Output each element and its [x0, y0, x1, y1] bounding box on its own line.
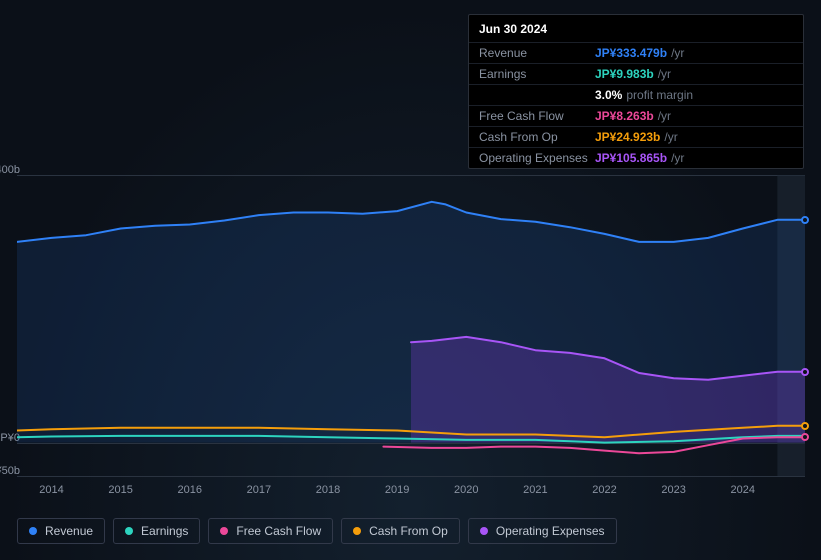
x-axis-label: 2020	[454, 484, 478, 496]
legend-item-earnings[interactable]: Earnings	[113, 518, 200, 544]
series-end-marker	[801, 422, 809, 430]
series-end-marker	[801, 433, 809, 441]
tooltip-row-unit: /yr	[664, 130, 677, 144]
tooltip-row-unit: profit margin	[626, 88, 693, 102]
legend-dot	[220, 527, 228, 535]
legend: Revenue Earnings Free Cash Flow Cash From O…	[17, 518, 617, 544]
legend-label: Free Cash Flow	[236, 524, 321, 538]
x-axis-label: 2022	[592, 484, 616, 496]
x-axis-label: 2021	[523, 484, 547, 496]
legend-item-fcf[interactable]: Free Cash Flow	[208, 518, 333, 544]
x-axis-label: 2017	[247, 484, 271, 496]
tooltip-row-unit: /yr	[671, 151, 684, 165]
legend-dot	[480, 527, 488, 535]
tooltip-date: Jun 30 2024	[469, 15, 803, 42]
tooltip-row: Free Cash FlowJP¥8.263b/yr	[469, 105, 803, 126]
series-end-marker	[801, 216, 809, 224]
tooltip-row-value: JP¥9.983b	[595, 67, 654, 81]
tooltip-row-value: JP¥333.479b	[595, 46, 667, 60]
legend-item-revenue[interactable]: Revenue	[17, 518, 105, 544]
tooltip-row-label: Revenue	[479, 46, 595, 60]
legend-label: Cash From Op	[369, 524, 448, 538]
series-end-marker	[801, 368, 809, 376]
tooltip-row-label: Earnings	[479, 67, 595, 81]
tooltip-row-label: Free Cash Flow	[479, 109, 595, 123]
chart-tooltip: Jun 30 2024 RevenueJP¥333.479b/yrEarning…	[468, 14, 804, 169]
x-axis-label: 2019	[385, 484, 409, 496]
x-axis-label: 2015	[108, 484, 132, 496]
tooltip-row-unit: /yr	[671, 46, 684, 60]
legend-dot	[125, 527, 133, 535]
gridline	[17, 476, 805, 477]
legend-item-cash_op[interactable]: Cash From Op	[341, 518, 460, 544]
x-axis-label: 2018	[316, 484, 340, 496]
tooltip-row-value: JP¥105.865b	[595, 151, 667, 165]
legend-dot	[29, 527, 37, 535]
x-axis-label: 2016	[178, 484, 202, 496]
tooltip-row-unit: /yr	[658, 109, 671, 123]
chart-area[interactable]	[17, 175, 805, 476]
tooltip-row-value: JP¥24.923b	[595, 130, 660, 144]
legend-item-op_exp[interactable]: Operating Expenses	[468, 518, 617, 544]
tooltip-row: Operating ExpensesJP¥105.865b/yr	[469, 147, 803, 168]
x-axis-label: 2024	[731, 484, 755, 496]
tooltip-row-value: 3.0%	[595, 88, 622, 102]
legend-dot	[353, 527, 361, 535]
legend-label: Revenue	[45, 524, 93, 538]
tooltip-row-value: JP¥8.263b	[595, 109, 654, 123]
tooltip-row: RevenueJP¥333.479b/yr	[469, 42, 803, 63]
x-axis-label: 2023	[661, 484, 685, 496]
x-axis: 2014 2015 2016 2017 2018 2019 2020 2021 2022 2023…	[17, 484, 805, 500]
legend-label: Operating Expenses	[496, 524, 605, 538]
legend-label: Earnings	[141, 524, 188, 538]
tooltip-row: 3.0% profit margin	[469, 84, 803, 105]
tooltip-row-label: Cash From Op	[479, 130, 595, 144]
tooltip-row-label: Operating Expenses	[479, 151, 595, 165]
tooltip-row-unit: /yr	[658, 67, 671, 81]
tooltip-row: EarningsJP¥9.983b/yr	[469, 63, 803, 84]
tooltip-row: Cash From OpJP¥24.923b/yr	[469, 126, 803, 147]
x-axis-label: 2014	[39, 484, 63, 496]
